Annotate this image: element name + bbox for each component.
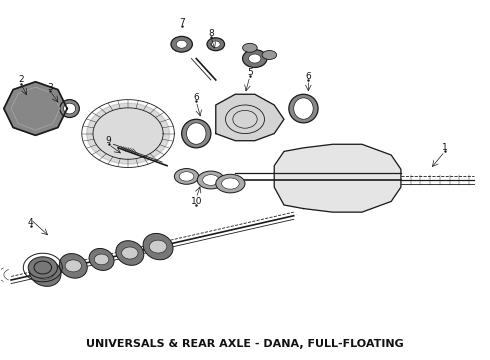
Ellipse shape — [64, 103, 75, 114]
Ellipse shape — [197, 171, 224, 189]
Ellipse shape — [203, 175, 219, 185]
Polygon shape — [87, 103, 170, 164]
Circle shape — [207, 38, 224, 51]
Circle shape — [176, 40, 187, 48]
Polygon shape — [274, 144, 401, 212]
Ellipse shape — [221, 178, 239, 189]
Circle shape — [171, 36, 193, 52]
Circle shape — [36, 265, 54, 279]
Ellipse shape — [179, 172, 194, 181]
Text: 6: 6 — [194, 93, 199, 102]
Ellipse shape — [89, 248, 114, 270]
Text: 6: 6 — [305, 72, 311, 81]
Text: 4: 4 — [28, 219, 33, 228]
Ellipse shape — [174, 168, 199, 184]
Ellipse shape — [243, 43, 257, 52]
Ellipse shape — [187, 123, 206, 144]
Circle shape — [211, 41, 220, 48]
Circle shape — [65, 260, 81, 272]
Text: 3: 3 — [47, 83, 53, 92]
Text: 5: 5 — [247, 68, 253, 77]
Circle shape — [122, 247, 138, 259]
Ellipse shape — [262, 50, 277, 59]
Text: 2: 2 — [18, 76, 24, 85]
Circle shape — [28, 257, 57, 278]
Polygon shape — [4, 82, 67, 135]
Circle shape — [243, 50, 267, 67]
Ellipse shape — [289, 94, 318, 123]
Ellipse shape — [29, 258, 61, 286]
Circle shape — [149, 240, 167, 253]
Text: 10: 10 — [191, 197, 202, 206]
Polygon shape — [216, 94, 284, 141]
Circle shape — [94, 254, 109, 265]
Ellipse shape — [216, 174, 245, 193]
Ellipse shape — [294, 98, 313, 119]
Ellipse shape — [182, 119, 211, 148]
Ellipse shape — [143, 233, 173, 260]
Circle shape — [248, 54, 261, 63]
Text: 8: 8 — [208, 29, 214, 38]
Ellipse shape — [116, 241, 144, 265]
Text: 9: 9 — [106, 136, 111, 145]
Ellipse shape — [60, 100, 79, 117]
Text: 1: 1 — [442, 143, 448, 152]
Text: UNIVERSALS & REAR AXLE - DANA, FULL-FLOATING: UNIVERSALS & REAR AXLE - DANA, FULL-FLOA… — [86, 339, 404, 349]
Text: 7: 7 — [179, 18, 185, 27]
Ellipse shape — [59, 253, 87, 278]
